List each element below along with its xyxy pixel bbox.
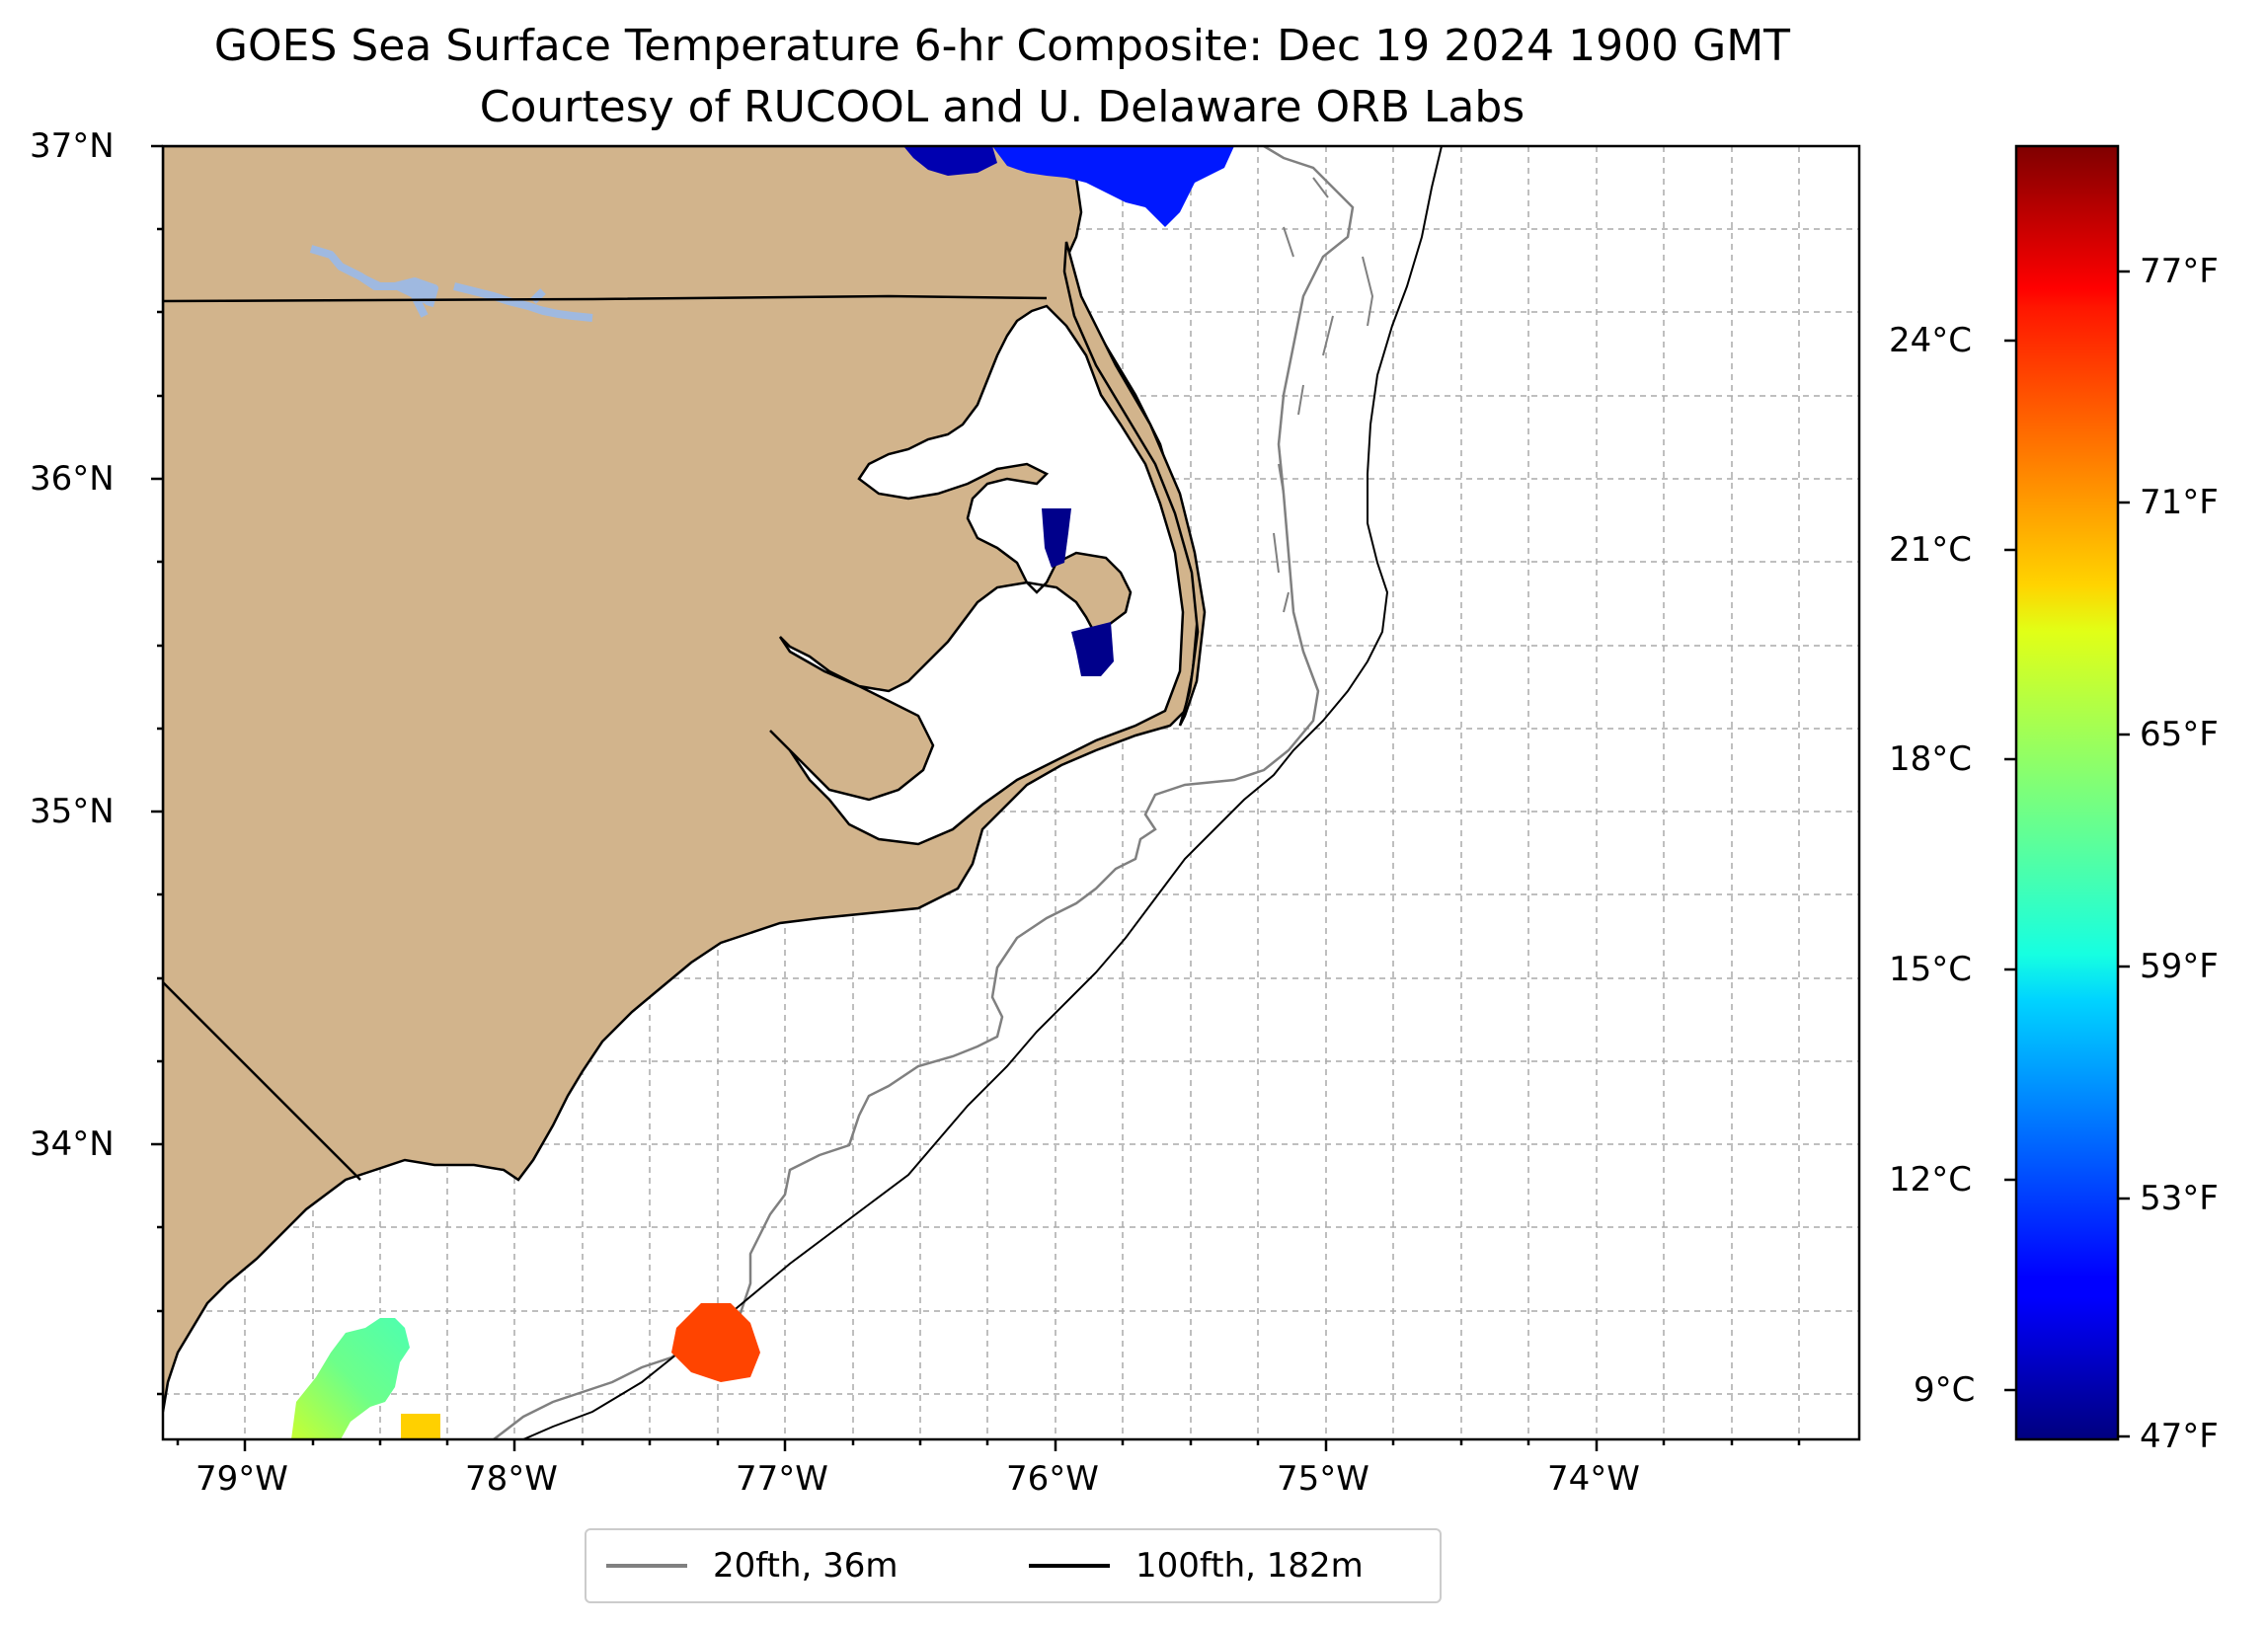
colorbar-celsius-label: 12°C <box>1889 1160 1973 1200</box>
colorbar-celsius-label: 24°C <box>1889 321 1973 360</box>
colorbar-fahrenheit-label: 47°F <box>2140 1417 2219 1456</box>
isobath-100fth <box>522 146 1443 1439</box>
colorbar-celsius-label: 18°C <box>1889 739 1973 779</box>
y-tick-label: 35°N <box>30 792 115 831</box>
x-tick-label: 79°W <box>196 1459 288 1499</box>
colorbar-celsius-label: 15°C <box>1889 950 1973 989</box>
colorbar-fahrenheit-label: 77°F <box>2140 252 2219 291</box>
legend-line-black <box>1029 1564 1110 1568</box>
legend-line-gray <box>606 1564 687 1568</box>
isobath-20fth-shoals <box>1273 177 1374 613</box>
colorbar-fahrenheit-label: 71°F <box>2140 483 2219 522</box>
map-subtitle: Courtesy of RUCOOL and U. Delaware ORB L… <box>479 82 1525 132</box>
outer-banks <box>1062 241 1207 727</box>
colorbar-celsius-label: 21°C <box>1889 530 1973 570</box>
legend-label: 100fth, 182m <box>1135 1546 1364 1586</box>
x-ticks <box>176 1439 1801 1451</box>
x-tick-label: 78°W <box>465 1459 558 1499</box>
sounds <box>769 304 1185 846</box>
colorbar-fahrenheit-label: 59°F <box>2140 947 2219 986</box>
sst-yellow-patch <box>401 1414 440 1439</box>
sst-cold-sound-1 <box>1042 508 1071 568</box>
legend: 20fth, 36m 100fth, 182m <box>585 1528 1442 1603</box>
x-tick-label: 77°W <box>736 1459 828 1499</box>
colorbar <box>2014 144 2120 1441</box>
x-tick-label: 74°W <box>1547 1459 1640 1499</box>
map-title: GOES Sea Surface Temperature 6-hr Compos… <box>213 21 1791 71</box>
map-frame <box>161 144 1861 1441</box>
state-border-va-nc <box>163 294 1048 303</box>
x-tick-label: 75°W <box>1277 1459 1369 1499</box>
y-ticks <box>151 144 163 1396</box>
sst-cold-sound-2 <box>1071 622 1114 676</box>
sst-cold-north-2 <box>992 146 1234 227</box>
sst-mild-south <box>291 1318 410 1439</box>
sst-warm-gulfstream <box>671 1303 760 1382</box>
x-tick-label: 76°W <box>1006 1459 1099 1499</box>
colorbar-celsius-label: 9°C <box>1914 1370 1976 1410</box>
legend-label: 20fth, 36m <box>713 1546 899 1586</box>
lake <box>309 245 593 322</box>
colorbar-fahrenheit-label: 65°F <box>2140 715 2219 754</box>
colorbar-ticks <box>2004 270 2130 1438</box>
colorbar-fahrenheit-label: 53°F <box>2140 1179 2219 1218</box>
sst-cold-north-1 <box>903 146 997 176</box>
isobath-20fth <box>493 146 1355 1439</box>
y-tick-label: 37°N <box>30 126 115 166</box>
legend-item-20fth: 20fth, 36m <box>606 1530 899 1601</box>
y-tick-label: 36°N <box>30 459 115 499</box>
legend-item-100fth: 100fth, 182m <box>1029 1530 1364 1601</box>
state-border-nc-sc <box>163 981 361 1181</box>
y-tick-label: 34°N <box>30 1124 115 1164</box>
